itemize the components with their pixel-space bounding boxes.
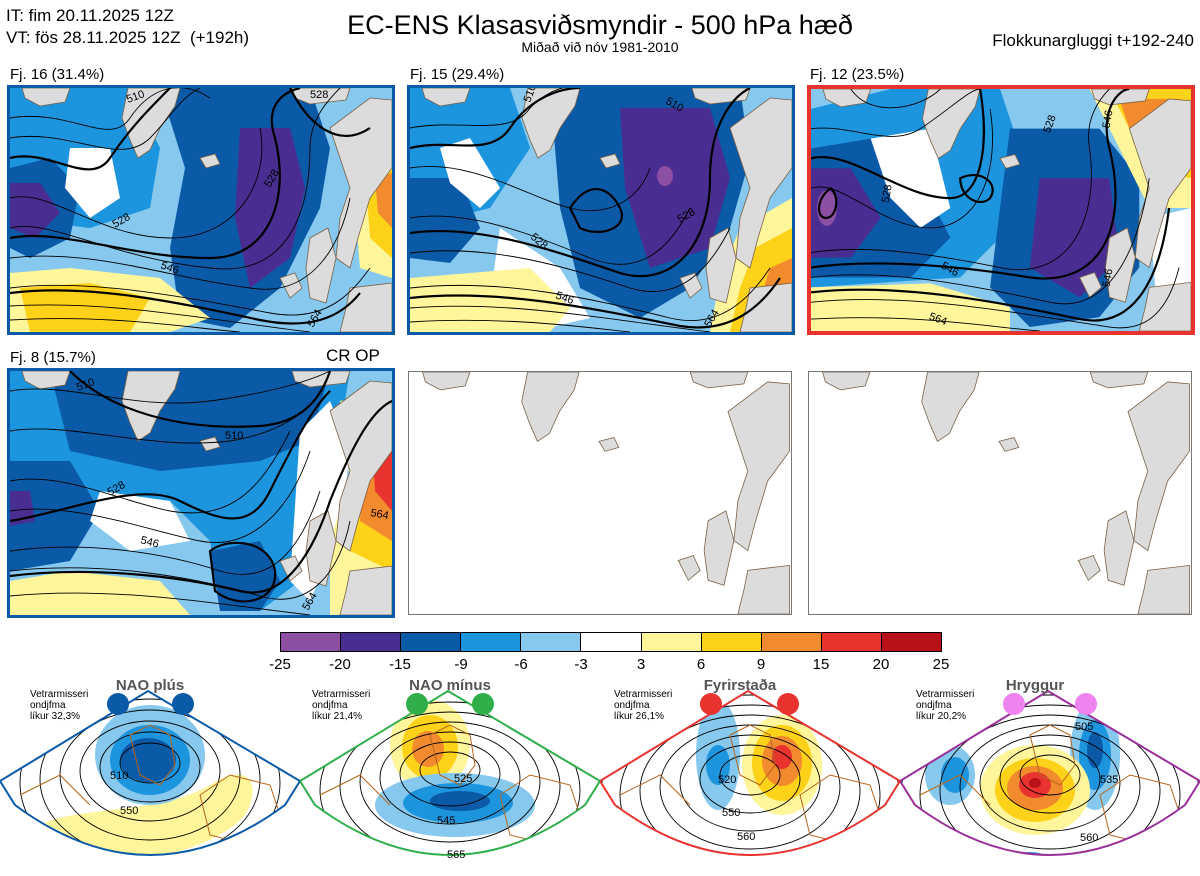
regime-nao-minus: Vetrarmisseri ondjfma líkur 21,4% NAO mínu… [298, 675, 602, 871]
control-operational-label: CR OP [326, 346, 380, 365]
contour-label: 528 [880, 184, 895, 204]
contour-label: 520 [718, 774, 736, 786]
init-time: IT: fim 20.11.2025 12Z [6, 6, 174, 25]
colorbar-swatch [881, 633, 942, 651]
colorbar-swatch [821, 633, 882, 651]
contour-label: 510 [110, 770, 128, 782]
cluster-map-4: 510 510 528 546 564 564 [7, 368, 395, 618]
contour-label: 546 [1101, 109, 1116, 129]
contour-label: 546 [554, 290, 575, 308]
regime-nao-plus: Vetrarmisseri ondjfma líkur 32,3% NAO plús [0, 675, 302, 871]
contour-label: 528 [310, 89, 328, 101]
colorbar-tick: 3 [636, 656, 646, 673]
contour-label: 535 [1100, 774, 1118, 786]
cluster-map-1: 510 528 528 546 564 528 [7, 85, 395, 335]
cluster-map-3: 528 528 546 546 564 546 [807, 85, 1195, 335]
contour-label: 564 [927, 311, 948, 328]
colorbar-tick: 20 [872, 656, 890, 673]
contour-label: 546 [139, 534, 160, 550]
contour-label: 550 [722, 807, 740, 819]
contour-label: 510 [125, 88, 146, 106]
contour-label: 565 [447, 849, 465, 861]
classification-window: Flokkunargluggi t+192-240 [992, 31, 1194, 50]
regime-marker [107, 693, 129, 715]
panel-label-1: Fj. 16 (31.4%) [10, 66, 105, 83]
regime-note: Vetrarmisseri ondjfma líkur 21,4% [312, 689, 371, 722]
colorbar-swatch [401, 633, 462, 651]
colorbar-tick: -15 [389, 656, 411, 673]
colorbar-tick: -9 [454, 656, 468, 673]
regime-blocking: Vetrarmisseri ondjfma líkur 26,1% Fyrirsta… [598, 675, 902, 871]
contour-label: 528 [1041, 113, 1059, 134]
colorbar-tick: -3 [574, 656, 588, 673]
contour-label: 550 [120, 805, 138, 817]
colorbar-tick: 9 [756, 656, 766, 673]
regime-name: Hryggur [1005, 677, 1065, 694]
colorbar-swatch [341, 633, 402, 651]
regime-note: Vetrarmisseri ondjfma líkur 32,3% [30, 689, 89, 722]
contour-label: 510 [225, 430, 243, 442]
page-subtitle: Miðað við nóv 1981-2010 [521, 39, 679, 55]
regime-marker [472, 693, 494, 715]
empty-map-5 [408, 371, 792, 615]
panel-label-3: Fj. 12 (23.5%) [810, 66, 905, 83]
colorbar-tick: -25 [269, 656, 291, 673]
page-title: EC-ENS Klasasviðsmyndir - 500 hPa hæð [347, 10, 853, 40]
colorbar-tick: 15 [812, 656, 830, 673]
regime-marker [406, 693, 428, 715]
regime-note: Vetrarmisseri ondjfma líkur 26,1% [614, 689, 673, 722]
contour-label: 525 [454, 773, 472, 785]
regime-ridge: Vetrarmisseri ondjfma líkur 20,2% Hryggur [898, 675, 1200, 871]
regime-marker [700, 693, 722, 715]
regime-note: Vetrarmisseri ondjfma líkur 20,2% [916, 689, 975, 722]
colorbar-swatch [701, 633, 762, 651]
contour-label: 545 [437, 815, 455, 827]
empty-map-6 [808, 371, 1192, 615]
colorbar-tick: -20 [329, 656, 351, 673]
colorbar-swatch [461, 633, 522, 651]
colorbar-tick: -6 [514, 656, 528, 673]
valid-time: VT: fös 28.11.2025 12Z (+192h) [6, 28, 250, 47]
header-info: IT: fim 20.11.2025 12Z VT: fös 28.11.202… [6, 5, 249, 49]
regime-name: NAO mínus [409, 677, 491, 694]
contour-label: 546 [1101, 268, 1116, 288]
regime-marker [1003, 693, 1025, 715]
contour-label: 546 [159, 260, 180, 278]
regime-marker [1075, 693, 1097, 715]
colorbar-tick: 6 [696, 656, 706, 673]
regime-marker [172, 693, 194, 715]
panel-label-2: Fj. 15 (29.4%) [410, 66, 505, 83]
contour-label: 564 [369, 507, 389, 522]
colorbar-swatch [581, 633, 642, 651]
colorbar-swatch [761, 633, 822, 651]
colorbar [280, 632, 942, 652]
regime-name: Fyrirstaða [703, 677, 777, 694]
contour-label: 560 [737, 831, 755, 843]
cluster-map-2: 510 528 528 546 564 510 [407, 85, 795, 335]
colorbar-swatch [641, 633, 702, 651]
contour-label: 560 [1080, 832, 1098, 844]
colorbar-swatch [281, 633, 342, 651]
colorbar-tick: 25 [932, 656, 950, 673]
regime-name: NAO plús [115, 677, 185, 694]
panel-label-4: Fj. 8 (15.7%) [10, 349, 96, 366]
contour-label: 510 [75, 376, 96, 394]
colorbar-swatch [521, 633, 582, 651]
regime-marker [777, 693, 799, 715]
contour-label: 505 [1075, 721, 1093, 733]
